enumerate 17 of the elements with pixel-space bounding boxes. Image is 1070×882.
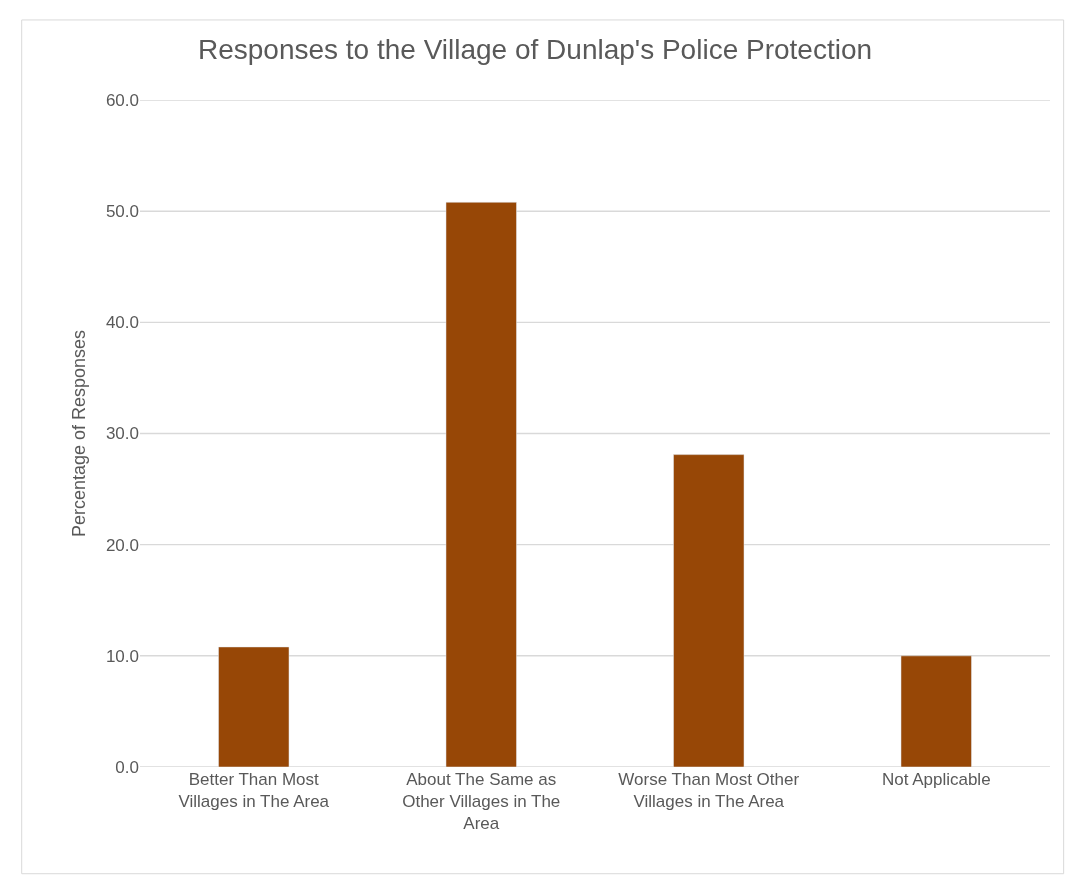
x-tick-label: Worse Than Most Other Villages in The Area bbox=[618, 770, 800, 812]
y-axis-title: Percentage of Responses bbox=[69, 329, 90, 538]
bar bbox=[673, 454, 745, 767]
x-tick-label: About The Same as Other Villages in The Area bbox=[402, 770, 561, 834]
y-tick-label: 50.0 bbox=[105, 202, 139, 222]
y-tick-label: 20.0 bbox=[105, 535, 139, 555]
chart-title: Responses to the Village of Dunlap's Police Protection bbox=[197, 34, 873, 66]
y-tick-label: 10.0 bbox=[105, 646, 139, 666]
y-tick-label: 0.0 bbox=[115, 757, 139, 777]
y-tick-label: 60.0 bbox=[105, 90, 139, 110]
y-tick-label: 40.0 bbox=[105, 313, 139, 333]
x-tick-label: Better Than Most Villages in The Area bbox=[178, 770, 330, 812]
y-tick-label: 30.0 bbox=[105, 424, 139, 444]
bar bbox=[218, 646, 290, 767]
x-tick-label: Not Applicable bbox=[881, 770, 991, 789]
bar bbox=[900, 655, 972, 767]
bar bbox=[445, 202, 517, 767]
